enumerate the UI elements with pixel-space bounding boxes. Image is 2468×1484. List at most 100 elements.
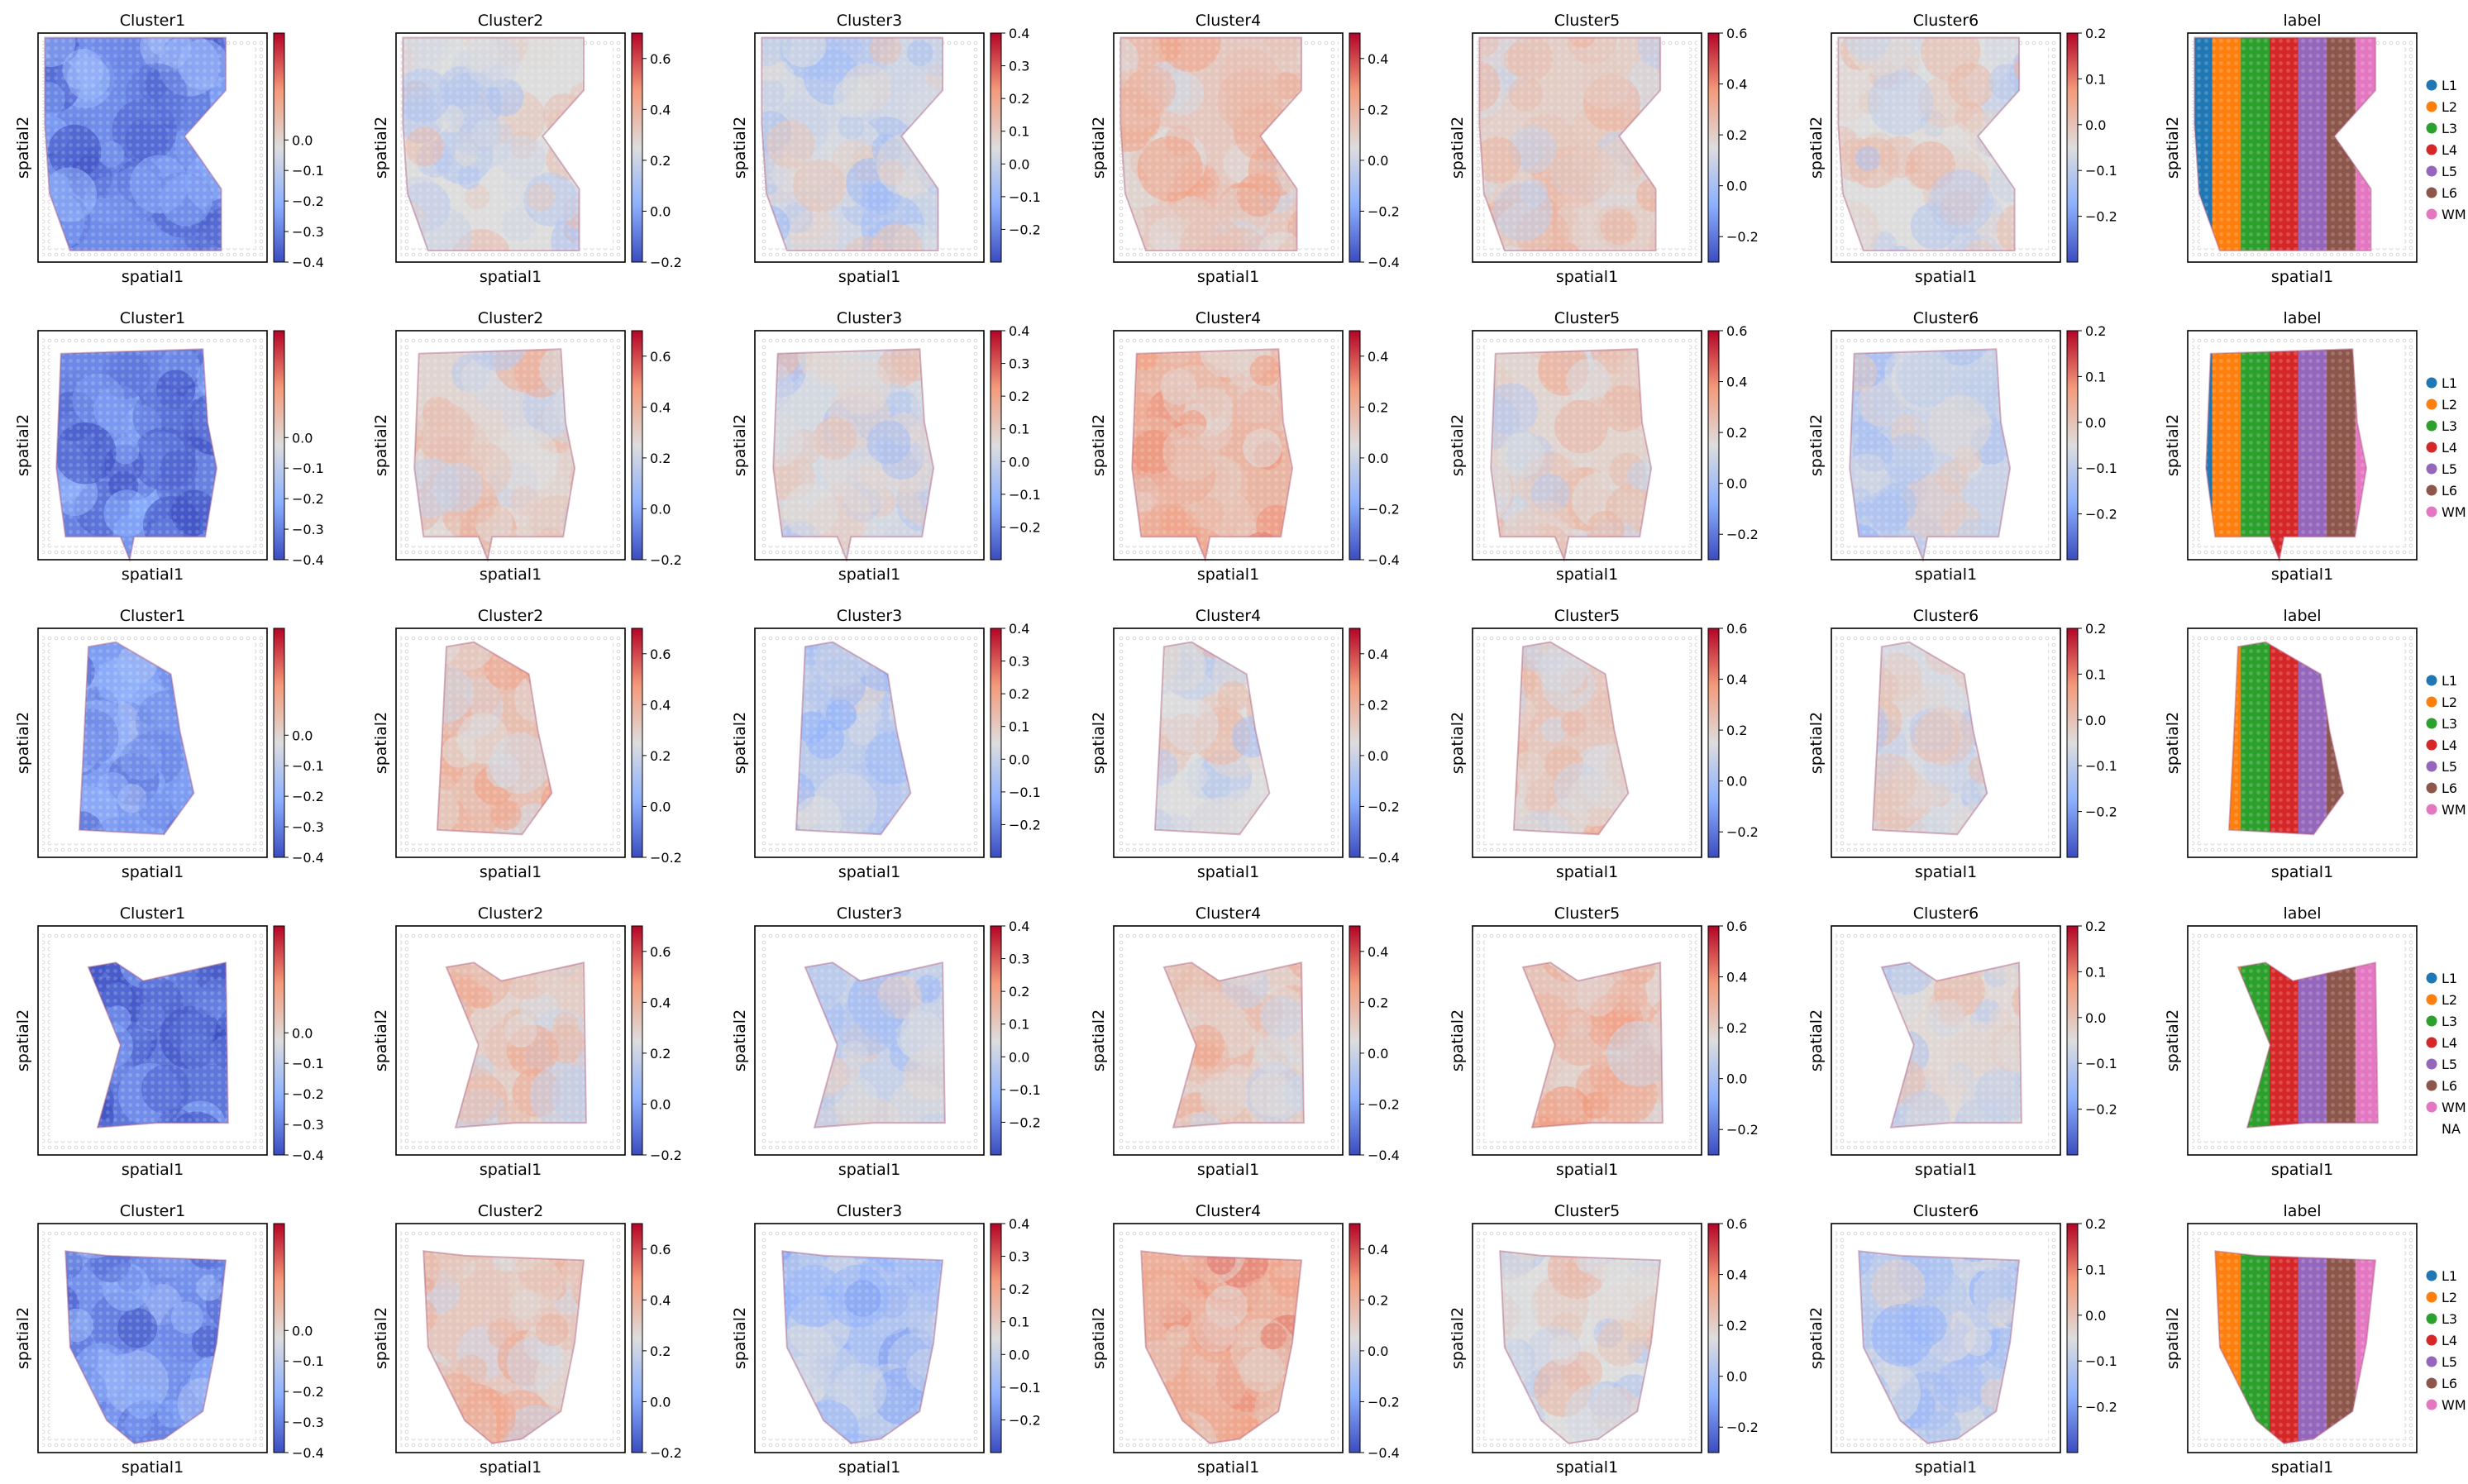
- colorbar-tick-label: 0.4: [650, 102, 671, 117]
- colorbar-tick-label: 0.0: [1009, 752, 1029, 767]
- legend-entry: L1: [2442, 971, 2457, 986]
- colorbar-tick-label: −0.2: [1726, 1122, 1759, 1138]
- x-axis-label: spatial1: [2271, 1161, 2333, 1179]
- colorbar-cluster5: 0.6 0.4 0.2 0.0 −0.2: [1707, 919, 1759, 1156]
- x-axis-label: spatial1: [1556, 1458, 1618, 1477]
- colorbar-tick-label: −0.4: [292, 255, 324, 270]
- legend-entry: WM: [2442, 504, 2466, 520]
- x-axis-label: spatial1: [122, 1161, 184, 1179]
- y-axis-label: spatial2: [2164, 414, 2182, 476]
- colorbar-tick-label: 0.2: [1726, 425, 1747, 441]
- panel-title: Cluster3: [837, 607, 903, 625]
- colorbar-tick-label: 0.0: [1009, 1347, 1029, 1362]
- legend-entry: L4: [2442, 1035, 2457, 1051]
- axes-frame: [395, 925, 626, 1156]
- colorbar-tick-label: 0.0: [1726, 179, 1747, 194]
- colorbar-tick-label: −0.2: [650, 552, 682, 568]
- colorbar-tick-label: −0.4: [1368, 255, 1400, 270]
- tissue-outline: [1512, 641, 1630, 836]
- panel-cluster5-row1: Cluster5 spatial1 spatial2 0.6 0.4 0.2 0.0 −0.2: [1449, 12, 1759, 286]
- legend-marker-l5: [2426, 1356, 2437, 1367]
- colorbar-tick-label: 0.0: [292, 1323, 313, 1338]
- axes-frame: [1113, 330, 1344, 561]
- y-axis-label: spatial2: [14, 117, 32, 179]
- colorbar-tick-label: −0.1: [2085, 460, 2117, 476]
- y-axis-label: spatial2: [1090, 117, 1108, 179]
- colorbar-gradient: [631, 32, 643, 263]
- tissue-outline: [1521, 961, 1664, 1129]
- colorbar-tick-label: −0.4: [1368, 1445, 1400, 1461]
- colorbar-cluster4: 0.4 0.2 0.0 −0.2 −0.4: [1349, 627, 1400, 866]
- colorbar-tick-label: 0.0: [1368, 1343, 1388, 1359]
- axes-frame: [37, 627, 268, 858]
- legend-entry: L1: [2442, 375, 2457, 391]
- colorbar-cluster2: 0.6 0.4 0.2 0.0 −0.2: [631, 330, 682, 568]
- capture-frame: [2192, 1229, 2413, 1447]
- tissue-outline: [44, 36, 227, 252]
- colorbar-gradient: [1349, 330, 1361, 561]
- tissue-outline: [1837, 36, 2021, 252]
- legend-entry: L2: [2442, 992, 2457, 1008]
- colorbar-tick-label: 0.0: [292, 728, 313, 743]
- x-axis-label: spatial1: [480, 1458, 542, 1477]
- axes-frame: [754, 32, 985, 263]
- colorbar-tick-label: 0.4: [1726, 970, 1747, 985]
- panel-title: Cluster2: [478, 904, 544, 923]
- colorbar-cluster4: 0.4 0.2 0.0 −0.2 −0.4: [1349, 330, 1400, 568]
- panel-cluster1-row5: Cluster1 spatial1 spatial2 0.0 −0.1 −0.2 −0.3 −…: [14, 1202, 324, 1477]
- legend-marker-l3: [2426, 718, 2437, 729]
- colorbar-tick-label: −0.2: [2085, 209, 2117, 225]
- colorbar-tick-label: 0.4: [1009, 1216, 1029, 1232]
- x-axis-label: spatial1: [1556, 268, 1618, 286]
- axes-frame: [754, 627, 985, 858]
- axes-frame: [1831, 1223, 2061, 1453]
- colorbar-tick-label: 0.0: [1368, 153, 1388, 169]
- x-axis-label: spatial1: [1915, 863, 1977, 881]
- colorbar-tick-label: 0.2: [1009, 984, 1029, 1000]
- colorbar-tick-label: 0.4: [650, 995, 671, 1010]
- colorbar-gradient: [1349, 925, 1361, 1156]
- colorbar-tick-label: 0.0: [650, 1394, 671, 1410]
- legend-entry: NA: [2442, 1121, 2461, 1137]
- panel-cluster1-row2: Cluster1 spatial1 spatial2 0.0 −0.1 −0.2 −0.3 −…: [14, 309, 324, 584]
- colorbar-tick-label: 0.4: [1726, 1267, 1747, 1283]
- colorbar-tick-label: −0.2: [1009, 222, 1041, 237]
- capture-frame: [759, 634, 980, 852]
- legend-marker-wm: [2426, 1101, 2437, 1113]
- legend-marker-l6: [2426, 1080, 2437, 1091]
- colorbar-tick-label: −0.1: [2085, 163, 2117, 179]
- axes-frame: [395, 627, 626, 858]
- x-axis-label: spatial1: [480, 268, 542, 286]
- legend-entry: L2: [2442, 397, 2457, 413]
- x-axis-label: spatial1: [480, 863, 542, 881]
- legend-marker-l4: [2426, 739, 2437, 751]
- colorbar-tick-label: 0.2: [1726, 1318, 1747, 1334]
- axes-frame: [2187, 330, 2418, 561]
- panel-title: Cluster2: [478, 12, 544, 30]
- legend-entry: L6: [2442, 185, 2457, 201]
- panel-label-row1: label spatial1 spatial2 L1 L2 L3 L4 L5 L6 WM: [2164, 12, 2466, 286]
- colorbar-tick-label: 0.2: [1009, 389, 1029, 404]
- colorbar-tick-label: 0.4: [650, 697, 671, 713]
- colorbar-cluster6: 0.2 0.1 0.0 −0.1 −0.2: [2066, 1216, 2117, 1453]
- colorbar-cluster2: 0.6 0.4 0.2 0.0 −0.2: [631, 1223, 682, 1461]
- colorbar-tick-label: 0.0: [1009, 1049, 1029, 1065]
- panel-title: Cluster5: [1554, 1202, 1621, 1220]
- colorbar-tick-label: −0.1: [2085, 1353, 2117, 1369]
- x-axis-label: spatial1: [1197, 565, 1259, 584]
- colorbar-tick-label: 0.0: [2085, 1308, 2106, 1324]
- tissue-outline: [413, 348, 576, 563]
- colorbar-tick-label: 0.6: [650, 944, 671, 960]
- colorbar-tick-label: 0.1: [2085, 666, 2106, 682]
- legend-entry: L5: [2442, 1057, 2457, 1072]
- legend-marker-l4: [2426, 1037, 2437, 1048]
- legend-entry: L4: [2442, 440, 2457, 456]
- capture-frame: [42, 1229, 263, 1447]
- panel-cluster3-row2: Cluster3 spatial1 spatial2 0.4 0.3 0.2 0.1 0.0 −…: [731, 309, 1041, 584]
- legend-marker-l1: [2426, 972, 2437, 984]
- legend-entry: L5: [2442, 1354, 2457, 1370]
- panel-cluster5-row4: Cluster5 spatial1 spatial2 0.6 0.4 0.2 0.0 −0.2: [1449, 904, 1759, 1179]
- y-axis-label: spatial2: [1449, 712, 1467, 774]
- y-axis-label: spatial2: [1807, 1307, 1826, 1369]
- colorbar-gradient: [2066, 1223, 2079, 1453]
